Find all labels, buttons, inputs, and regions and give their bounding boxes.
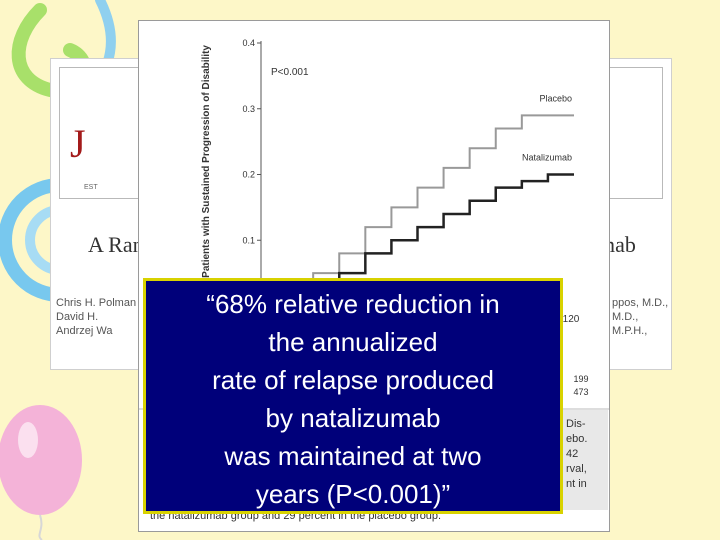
abstract-snippet [563, 410, 608, 510]
series-label: Placebo [539, 93, 572, 103]
p-value-annotation: P<0.001 [271, 67, 309, 78]
y-tick-label: 0.3 [242, 104, 255, 114]
abstract-text: Dis- ebo. 42 rval, nt in [566, 417, 587, 492]
quote-line: was maintained at two [224, 441, 482, 471]
y-tick-label: 0.4 [242, 38, 255, 48]
quote-line: by natalizumab [265, 403, 441, 433]
at-risk-count: 199 [573, 374, 588, 384]
quote-line: the annualized [268, 327, 438, 357]
abstract-line: rval, [566, 463, 587, 475]
quote-callout: “68% relative reduction in the annualize… [143, 278, 563, 514]
abstract-line: 42 [566, 448, 579, 460]
series-label: Natalizumab [522, 153, 572, 163]
author-line: M.D., [612, 311, 639, 323]
author-line: M.P.H., [612, 325, 648, 337]
y-tick-label: 0.2 [242, 170, 255, 180]
at-risk-count: 473 [573, 387, 588, 397]
authors-left: Chris H. Polman David H. Andrzej Wa [56, 296, 136, 338]
quote-line: years (P<0.001)” [255, 479, 451, 509]
quote-line: “68% relative reduction in [206, 289, 500, 319]
journal-initial: J [70, 121, 86, 166]
y-axis-label: Proportion of Patients with Sustained Pr… [201, 45, 212, 344]
article-title-start: A Ran [88, 232, 144, 257]
authors-right: ppos, M.D., M.D., M.P.H., [612, 296, 668, 338]
quote-line: rate of relapse produced [212, 365, 494, 395]
author-line: Andrzej Wa [56, 325, 113, 337]
established-label: EST [84, 184, 98, 191]
x-tick-label: 120 [563, 314, 580, 325]
abstract-line: ebo. [566, 433, 588, 445]
author-line: Chris H. Polman [56, 297, 137, 309]
y-tick-label: 0.1 [242, 235, 255, 245]
abstract-line: Dis- [566, 418, 586, 430]
author-line: ppos, M.D., [612, 297, 669, 309]
author-line: David H. [56, 311, 99, 323]
abstract-line: nt in [566, 478, 587, 490]
